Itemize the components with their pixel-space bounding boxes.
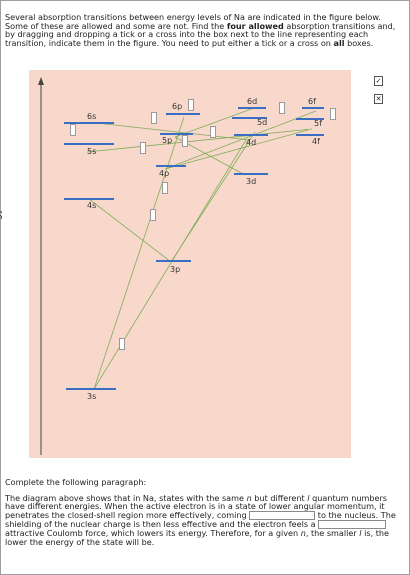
- level-6p: [166, 113, 200, 115]
- level-3s: [66, 388, 116, 390]
- level-3p: [156, 260, 191, 262]
- level-label-3s: 3s: [87, 392, 97, 401]
- level-label-4p: 4p: [159, 169, 170, 178]
- drop-box-8[interactable]: [330, 108, 336, 120]
- instructions: Several absorption transitions between e…: [5, 13, 405, 48]
- paragraph-symbol-n: n: [246, 492, 252, 503]
- level-label-4f: 4f: [312, 137, 320, 146]
- energy-axis-label: energy: [0, 208, 3, 242]
- level-label-3d: 3d: [246, 177, 257, 186]
- level-label-4d: 4d: [246, 138, 257, 147]
- tick-token[interactable]: ✓: [374, 76, 383, 86]
- drop-box-5[interactable]: [140, 142, 146, 154]
- level-5f: [296, 118, 324, 120]
- instructions-text-1: Several absorption transitions between e…: [5, 12, 381, 31]
- drop-box-11[interactable]: [119, 338, 125, 350]
- paragraph-text-4: to the nucleus. The shielding of the nuc…: [5, 510, 396, 530]
- level-label-4s: 4s: [87, 201, 97, 210]
- instructions-text-3: boxes.: [344, 38, 374, 49]
- paragraph-text-7: is, the lower the energy of the state wi…: [5, 528, 389, 547]
- level-label-6d: 6d: [247, 97, 258, 106]
- paragraph-text-2: but different: [251, 492, 308, 503]
- paragraph-symbol-n-2: n: [300, 528, 306, 539]
- level-label-6f: 6f: [308, 97, 316, 106]
- level-label-6p: 6p: [172, 102, 183, 111]
- drop-box-2[interactable]: [151, 112, 157, 124]
- level-label-5p: 5p: [162, 136, 173, 145]
- energy-level-diagram: [29, 70, 351, 458]
- paragraph-symbol-l: l: [307, 492, 310, 503]
- drop-box-7[interactable]: [279, 102, 285, 114]
- level-4p: [156, 165, 186, 167]
- level-label-5s: 5s: [87, 147, 97, 156]
- level-label-5d: 5d: [257, 118, 268, 127]
- level-4s: [64, 198, 114, 200]
- energy-axis-arrow: [38, 77, 44, 455]
- paragraph-text-1: The diagram above shows that in Na, stat…: [5, 492, 247, 503]
- paragraph-text-3: quantum numbers have different energies.…: [5, 492, 388, 521]
- level-label-5f: 5f: [314, 119, 322, 128]
- drop-box-6[interactable]: [210, 126, 216, 138]
- level-6s: [64, 122, 114, 124]
- fill-in-paragraph: Complete the following paragraph: The di…: [5, 478, 405, 547]
- drop-box-9[interactable]: [162, 182, 168, 194]
- level-6d: [238, 107, 266, 109]
- level-5s: [64, 143, 114, 145]
- cross-token[interactable]: ✕: [374, 94, 383, 104]
- level-3d: [234, 173, 268, 175]
- level-6f: [302, 107, 324, 109]
- level-label-6s: 6s: [87, 112, 97, 121]
- level-4f: [296, 134, 324, 136]
- drop-box-3[interactable]: [188, 99, 194, 111]
- instructions-bold-1: four allowed: [226, 20, 284, 31]
- paragraph-text-6: , the smaller: [305, 528, 360, 539]
- paragraph-body: The diagram above shows that in Na, stat…: [5, 492, 405, 547]
- level-4d: [234, 134, 268, 136]
- drop-box-4[interactable]: [182, 135, 188, 147]
- paragraph-intro: Complete the following paragraph:: [5, 477, 147, 487]
- drop-box-10[interactable]: [150, 209, 156, 221]
- level-5d: [232, 117, 267, 119]
- level-label-3p: 3p: [170, 265, 181, 274]
- level-5p: [160, 133, 193, 135]
- instructions-text-2: absorption transitions and, by dragging …: [5, 20, 396, 49]
- drop-box-1[interactable]: [70, 124, 76, 136]
- paragraph-symbol-l-2: l: [359, 528, 362, 539]
- instructions-bold-2: all: [333, 38, 345, 49]
- paragraph-text-5: attractive Coulomb force, which lowers i…: [5, 528, 301, 539]
